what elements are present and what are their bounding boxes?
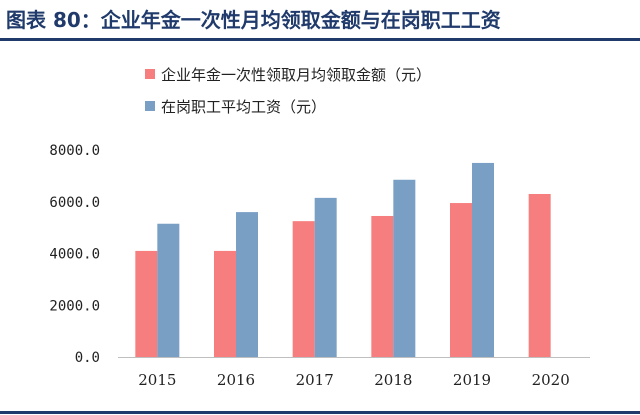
legend-label-annuity: 企业年金一次性领取月均领取金额（元） [161,65,432,84]
y-tick-label: 0.0 [75,350,100,366]
x-tick-label: 2015 [138,371,176,389]
bar-annuity-2017 [292,221,315,357]
bar-annuity-2020 [528,193,551,357]
bar-wage-2019 [472,162,494,357]
bar-annuity-2019 [450,203,472,357]
legend: 企业年金一次性领取月均领取金额（元） 在岗职工平均工资（元） [145,58,431,122]
x-tick-label: 2017 [296,371,334,389]
chart-title: 图表 80：企业年金一次性月均领取金额与在岗职工工资 [6,8,501,32]
title-divider [0,38,640,41]
bar-wage-2015 [157,223,180,357]
bottom-divider [0,411,640,414]
legend-item-annuity: 企业年金一次性领取月均领取金额（元） [145,58,431,90]
bar-wage-2017 [314,197,337,357]
legend-label-wage: 在岗职工平均工资（元） [161,97,327,116]
bar-annuity-2018 [371,215,394,357]
bar-annuity-2016 [214,250,236,357]
legend-swatch-wage [145,101,155,111]
legend-swatch-annuity [145,69,155,79]
y-tick-label: 6000.0 [49,195,100,211]
x-tick-label: 2018 [374,371,412,389]
y-tick-label: 2000.0 [49,298,100,314]
x-tick-label: 2016 [217,371,255,389]
bar-wage-2018 [393,179,416,357]
bar-annuity-2015 [135,250,158,357]
x-tick-label: 2020 [532,371,570,389]
x-tick-label: 2019 [453,371,491,389]
legend-item-wage: 在岗职工平均工资（元） [145,90,431,122]
bar-wage-2016 [236,212,258,357]
y-tick-label: 4000.0 [49,247,100,263]
y-tick-label: 8000.0 [49,143,100,159]
